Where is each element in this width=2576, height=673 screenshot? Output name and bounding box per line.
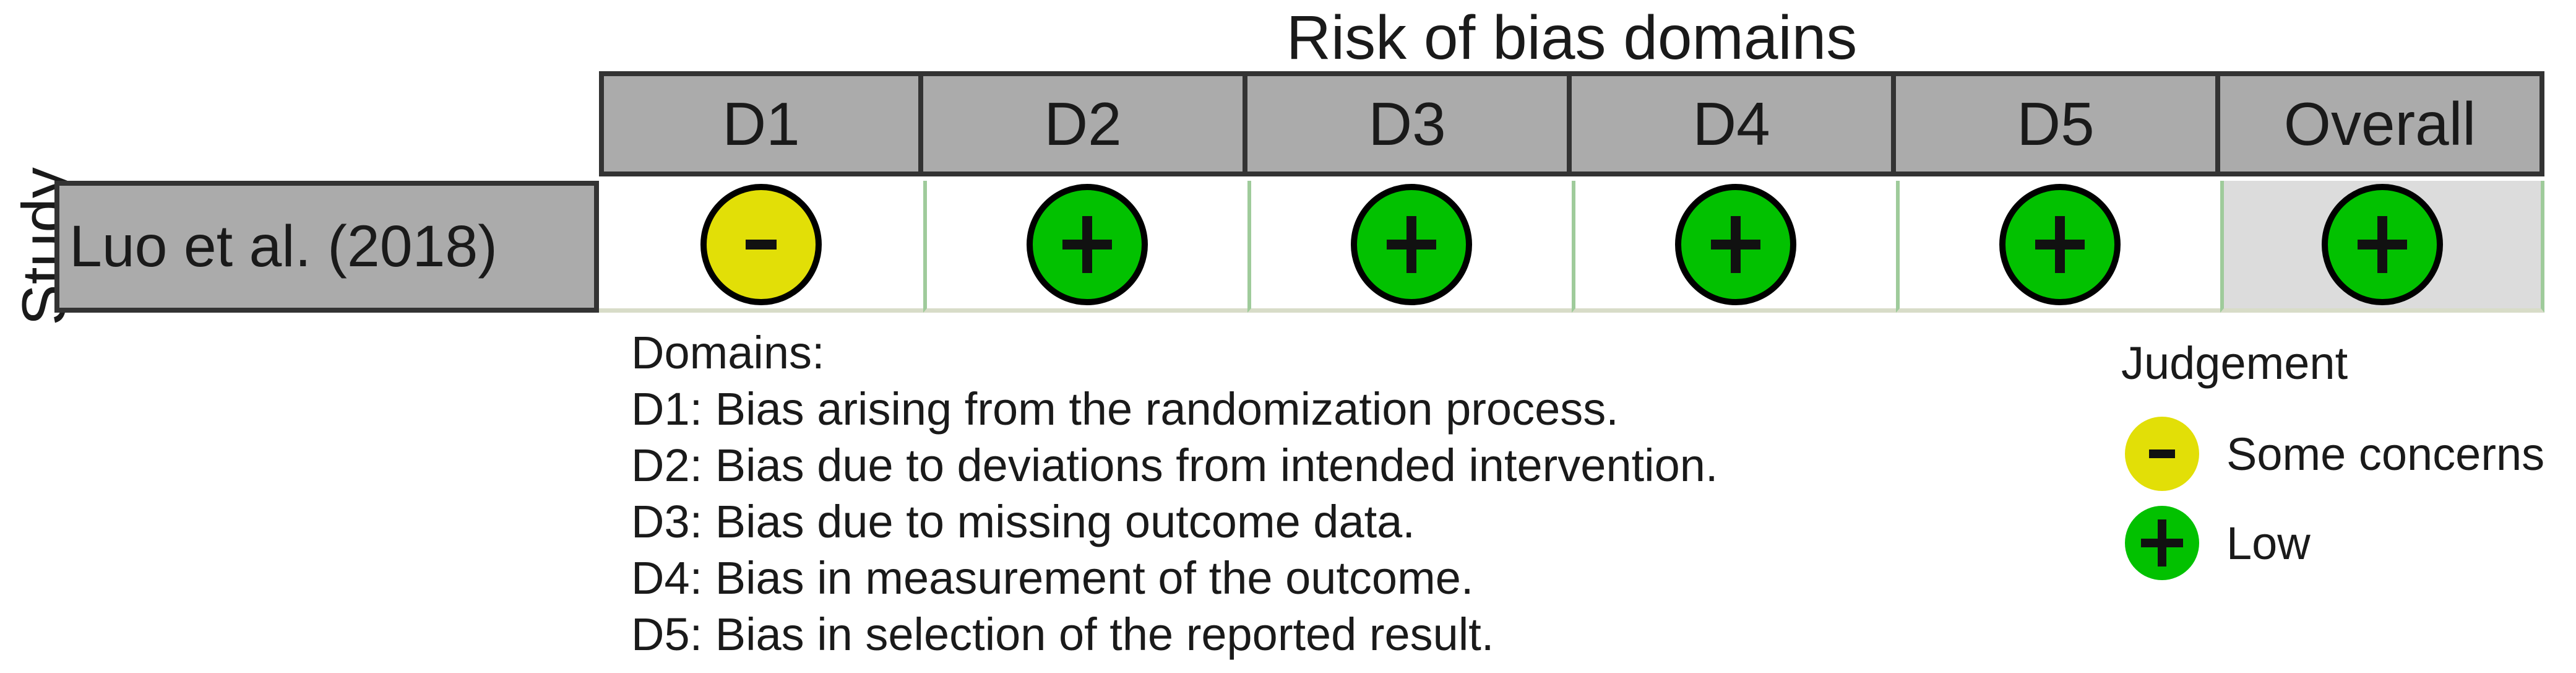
plus-icon xyxy=(1711,216,1760,273)
study-label-cell: Luo et al. (2018) xyxy=(54,181,599,313)
judgement-legend-circle-some-concerns xyxy=(2125,417,2199,491)
column-header-d3: D3 xyxy=(1247,71,1572,176)
domains-legend-heading: Domains: xyxy=(631,327,825,378)
plus-icon xyxy=(1062,216,1112,273)
judgement-cell-d2 xyxy=(923,181,1247,313)
judgement-cell-d1 xyxy=(599,181,923,313)
judgement-legend-label-low: Low xyxy=(2226,518,2311,569)
minus-icon xyxy=(746,240,777,250)
domains-legend-item-d1: D1: Bias arising from the randomization … xyxy=(631,383,1619,435)
judgement-legend-label-some-concerns: Some concerns xyxy=(2226,428,2545,480)
judgement-legend-heading: Judgement xyxy=(2121,337,2348,389)
judgement-legend-circle-low xyxy=(2125,506,2199,580)
column-header-d5: D5 xyxy=(1896,71,2220,176)
judgement-cell-overall xyxy=(2220,181,2544,313)
domains-legend-item-d4: D4: Bias in measurement of the outcome. xyxy=(631,552,1474,604)
column-header-d2: D2 xyxy=(923,71,1247,176)
judgement-circle xyxy=(1675,184,1796,305)
judgement-circle xyxy=(1351,184,1472,305)
column-header-overall: Overall xyxy=(2220,71,2544,176)
domain-header-row: D1 D2 D3 D4 D5 Overall xyxy=(599,71,2544,176)
plus-icon xyxy=(2035,216,2085,273)
column-header-d4: D4 xyxy=(1572,71,1896,176)
domains-legend: Domains: D1: Bias arising from the rando… xyxy=(631,324,1718,662)
domains-legend-item-d5: D5: Bias in selection of the reported re… xyxy=(631,609,1494,660)
domains-legend-item-d2: D2: Bias due to deviations from intended… xyxy=(631,440,1718,491)
judgement-cell-d5 xyxy=(1896,181,2220,313)
judgement-cell-d4 xyxy=(1572,181,1896,313)
plus-icon xyxy=(2358,216,2407,273)
judgement-circle xyxy=(2322,184,2443,305)
column-header-d1: D1 xyxy=(599,71,923,176)
judgement-circle xyxy=(1999,184,2121,305)
plus-icon xyxy=(1387,216,1436,273)
judgement-circle xyxy=(1027,184,1148,305)
plot-title: Risk of bias domains xyxy=(1286,3,1858,72)
judgement-row xyxy=(599,181,2544,313)
judgement-cell-d3 xyxy=(1247,181,1572,313)
plus-icon xyxy=(2141,519,2183,567)
domains-legend-item-d3: D3: Bias due to missing outcome data. xyxy=(631,496,1415,547)
minus-icon xyxy=(2149,449,2175,458)
judgement-circle xyxy=(700,184,822,305)
